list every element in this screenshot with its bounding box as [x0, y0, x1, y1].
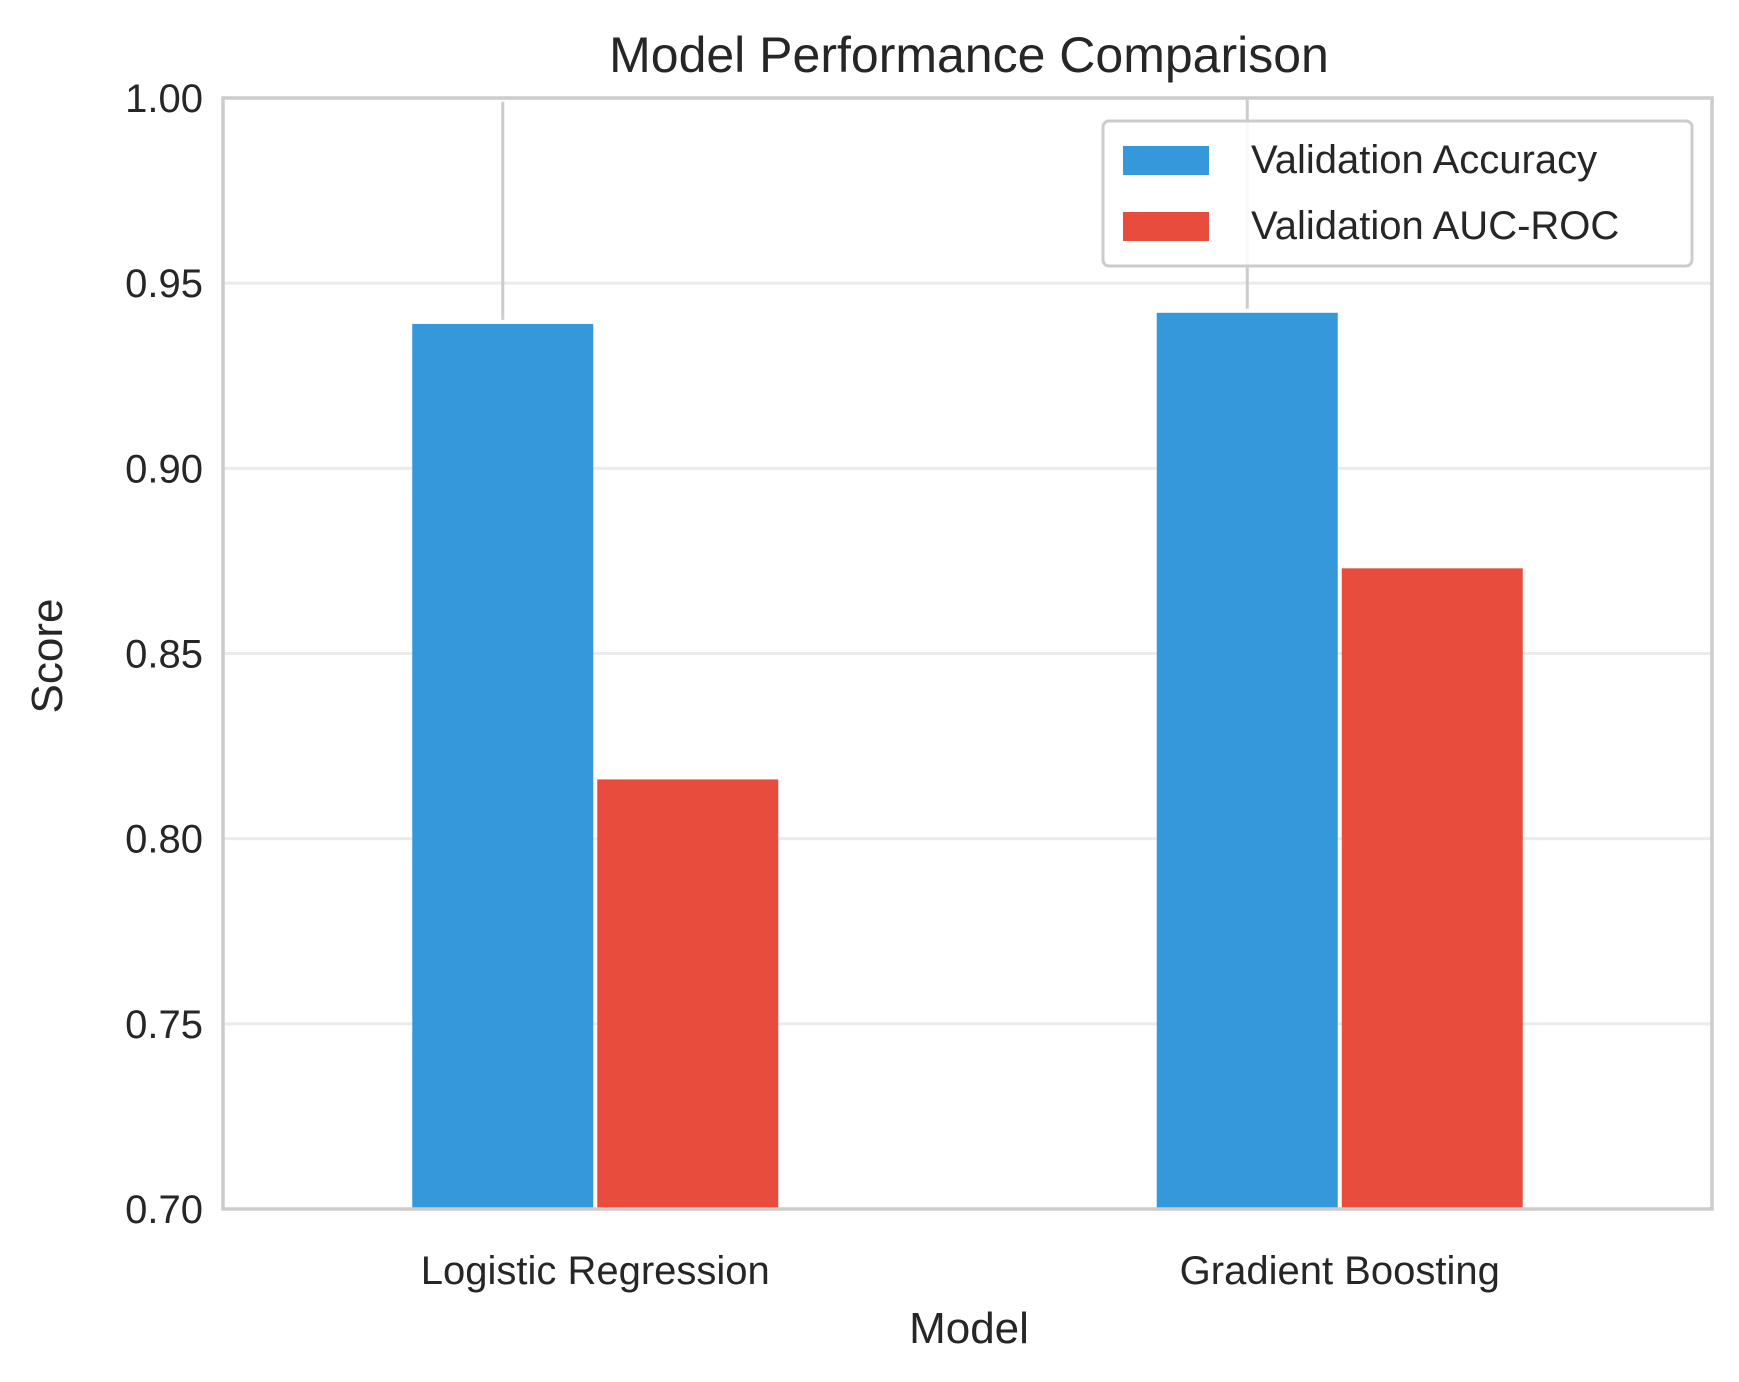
legend-label: Validation AUC-ROC [1251, 204, 1619, 248]
y-tick-label: 0.90 [125, 447, 203, 491]
legend: Validation Accuracy Validation AUC-ROC [1101, 119, 1694, 268]
x-tick-label: Gradient Boosting [1180, 1249, 1500, 1293]
y-tick-label: 0.85 [125, 633, 203, 677]
legend-swatch [1123, 146, 1209, 175]
bar-validation-auc-roc-1 [1341, 568, 1523, 1209]
y-tick-label: 0.95 [125, 262, 203, 306]
y-axis-title: Score [23, 599, 72, 714]
x-tick-label: Logistic Regression [421, 1249, 770, 1293]
plot-frame [221, 96, 1714, 1211]
y-tick-label: 1.00 [125, 77, 203, 121]
y-tick-label: 0.80 [125, 818, 203, 862]
y-tick-label: 0.70 [125, 1188, 203, 1232]
y-tick-label: 0.75 [125, 1003, 203, 1047]
chart-title: Model Performance Comparison [609, 27, 1329, 83]
legend-swatch [1123, 212, 1209, 241]
y-tick-labels: 0.70 0.75 0.80 0.85 0.90 0.95 1.00 [125, 77, 203, 1232]
x-tick-labels: Logistic Regression Gradient Boosting [421, 1249, 1500, 1293]
x-axis-title: Model [909, 1304, 1029, 1353]
bar-validation-accuracy-1 [1156, 312, 1338, 1209]
bar-validation-auc-roc-0 [597, 779, 779, 1209]
legend-label: Validation Accuracy [1251, 138, 1597, 182]
bar-layer [412, 312, 1523, 1209]
legend-frame [1101, 119, 1694, 268]
bar-validation-accuracy-0 [412, 323, 594, 1209]
